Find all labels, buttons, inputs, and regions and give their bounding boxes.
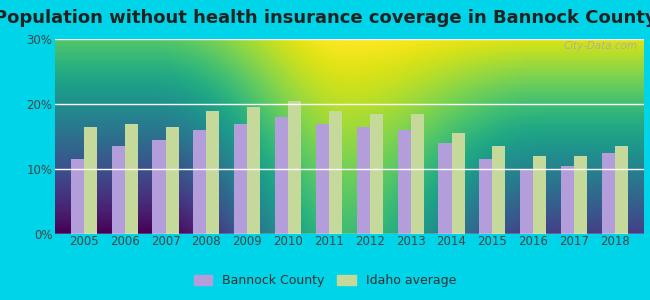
- Bar: [520, 170, 533, 234]
- Text: Population without health insurance coverage in Bannock County: Population without health insurance cove…: [0, 9, 650, 27]
- Bar: [439, 143, 452, 234]
- Bar: [492, 146, 506, 234]
- Bar: [561, 166, 574, 234]
- Text: City-Data.com: City-Data.com: [564, 41, 638, 51]
- Bar: [288, 101, 301, 234]
- Bar: [329, 110, 342, 234]
- Bar: [398, 130, 411, 234]
- Bar: [112, 146, 125, 234]
- Bar: [370, 114, 383, 234]
- Bar: [84, 127, 97, 234]
- Bar: [602, 153, 615, 234]
- Bar: [615, 146, 628, 234]
- Bar: [357, 127, 370, 234]
- Bar: [275, 117, 288, 234]
- Bar: [479, 159, 492, 234]
- Bar: [452, 133, 465, 234]
- Bar: [71, 159, 84, 234]
- Bar: [234, 124, 247, 234]
- Bar: [153, 140, 166, 234]
- Bar: [166, 127, 179, 234]
- Bar: [207, 110, 220, 234]
- Bar: [316, 124, 329, 234]
- Bar: [411, 114, 424, 234]
- Bar: [193, 130, 207, 234]
- Bar: [533, 156, 546, 234]
- Legend: Bannock County, Idaho average: Bannock County, Idaho average: [190, 270, 460, 291]
- Bar: [247, 107, 260, 234]
- Bar: [125, 124, 138, 234]
- Bar: [574, 156, 587, 234]
